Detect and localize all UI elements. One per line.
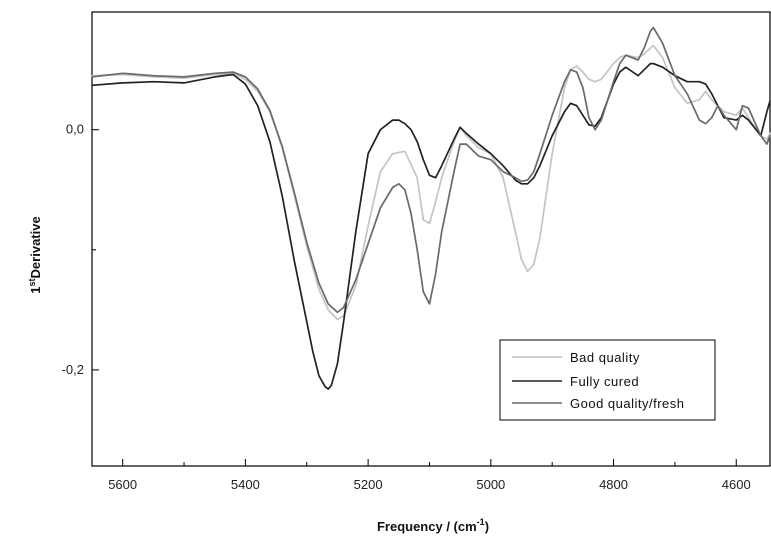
legend-label-bad-quality: Bad quality — [570, 350, 640, 365]
legend-box — [499, 339, 716, 421]
x-axis-title: Frequency / (cm-1) — [377, 517, 489, 534]
legend: Bad quality Fully cured Good quality/fre… — [499, 339, 716, 421]
x-tick-label: 4600 — [722, 477, 751, 492]
x-axis-title-sup: -1 — [477, 517, 485, 527]
legend-label-fully-cured: Fully cured — [570, 374, 639, 389]
plot-area-border — [91, 11, 771, 467]
y-axis-title-sup: st — [27, 278, 37, 286]
y-axis-title-prefix: 1 — [28, 286, 43, 293]
y-tick-label: 0,0 — [66, 122, 84, 137]
series-line-fully-cured — [91, 62, 771, 390]
plot-frame — [91, 11, 771, 467]
x-tick-label: 5200 — [354, 477, 383, 492]
y-axis-ticks: 0,0 -0,2 — [62, 122, 99, 377]
x-tick-label: 4800 — [599, 477, 628, 492]
x-axis-ticks: 5600 5400 5200 5000 4800 4600 — [108, 459, 751, 492]
x-tick-label: 5400 — [231, 477, 260, 492]
y-tick-label: -0,2 — [62, 362, 84, 377]
x-axis-title-main: Frequency / (cm — [377, 519, 477, 534]
legend-label-good-quality-fresh: Good quality/fresh — [570, 396, 685, 411]
series-line-bad-quality — [91, 44, 771, 321]
x-tick-label: 5600 — [108, 477, 137, 492]
x-tick-label: 5000 — [476, 477, 505, 492]
series-layer — [91, 26, 771, 390]
x-axis-title-suffix: ) — [485, 519, 489, 534]
y-axis-title: 1stDerivative — [27, 216, 43, 293]
y-axis-title-main: Derivative — [28, 216, 43, 278]
series-line-good-quality-fresh — [91, 26, 771, 314]
